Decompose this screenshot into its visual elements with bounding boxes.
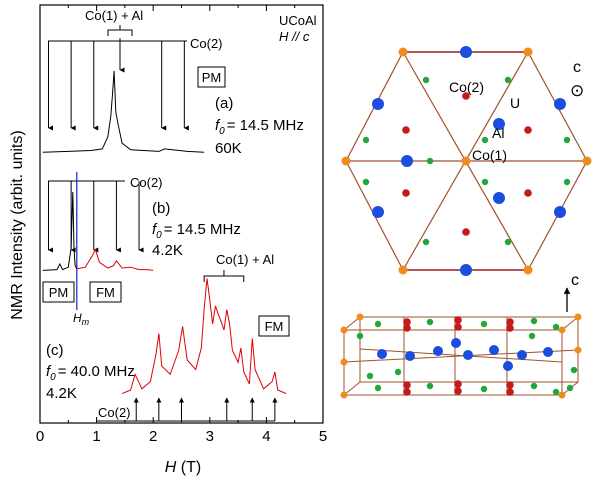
- c-axis-out-of-plane-icon: ⊙: [570, 81, 584, 100]
- panel-c-bracket: [203, 270, 245, 282]
- x-tick-label: 1: [92, 428, 100, 445]
- panel-c-phase-label: FM: [265, 319, 284, 334]
- x-tick-label: 4: [262, 428, 270, 445]
- hm-label: Hm: [73, 311, 90, 327]
- panel-a-phase-box: [197, 66, 226, 88]
- nmr-chart: 0 1 2 3 4 5 NMR Intensity (arbit. units) H (T…: [9, 4, 327, 476]
- sample-label: UCoAl: [279, 13, 317, 28]
- panel-b-trace-pm: [42, 191, 78, 271]
- side-u-atoms: [377, 338, 553, 371]
- x-tick-label: 2: [149, 428, 157, 445]
- panel-b-trace-fm: [76, 248, 154, 271]
- panel-a: Co(1) + Al Co(2) PM (a) f0 = 14.5 MHz 60K: [42, 8, 304, 157]
- panel-b-label: (b): [152, 200, 170, 217]
- panel-c-co2-arrows: [133, 397, 278, 421]
- panel-b-f0: f0 = 14.5 MHz: [152, 221, 241, 241]
- panel-a-temperature: 60K: [215, 140, 242, 157]
- panel-b: Co(2) (b) f0 = 14.5 MHz 4.2K PM FM Hm: [42, 172, 241, 327]
- crystal-side-view: c: [340, 272, 582, 399]
- panel-b-temperature: 4.2K: [152, 242, 183, 259]
- panel-a-bracket: [48, 25, 187, 73]
- co1-site-label: Co(1): [472, 147, 507, 163]
- u-atoms: [372, 46, 566, 276]
- panel-a-co2-label: Co(2): [190, 36, 223, 51]
- panel-a-f0: f0 = 14.5 MHz: [215, 117, 304, 137]
- panel-b-fm-label: FM: [96, 285, 115, 300]
- x-tick-label: 3: [206, 428, 214, 445]
- panel-a-label: (a): [215, 95, 233, 112]
- c-axis-label-side: c: [571, 272, 579, 289]
- al-site-label: Al: [492, 125, 504, 141]
- plot-frame: [39, 4, 324, 424]
- panel-c: Co(1) + Al FM (c) f0 = 40.0 MHz 4.2K Co(2…: [46, 252, 290, 422]
- panel-a-co2-arrows: [47, 41, 189, 131]
- panel-a-group-label: Co(1) + Al: [85, 8, 143, 23]
- c-axis-label-top: c: [573, 59, 581, 76]
- side-co2-atoms: [403, 316, 514, 396]
- panel-c-co2-label: Co(2): [98, 405, 131, 420]
- co2-site-label: Co(2): [449, 79, 484, 95]
- panel-c-label: (c): [46, 342, 64, 359]
- x-ticks: 0 1 2 3 4 5: [36, 5, 327, 445]
- field-orientation-label: H // c: [279, 29, 310, 44]
- panel-c-trace: [121, 278, 287, 395]
- al-atoms: [362, 76, 571, 246]
- panel-b-pm-box: [42, 281, 75, 303]
- co2-atoms: [402, 92, 532, 236]
- panel-c-f0: f0 = 40.0 MHz: [46, 363, 135, 383]
- x-axis-unit: (T): [176, 459, 201, 476]
- co1-atoms: [341, 47, 592, 275]
- panel-a-trace: [42, 70, 205, 153]
- u-site-label: U: [510, 95, 520, 111]
- panel-b-pm-label: PM: [49, 285, 69, 300]
- x-axis-label: H (T): [165, 459, 201, 476]
- crystal-top-view: Co(2) U Al Co(1) c ⊙: [341, 46, 592, 276]
- side-co1-atoms: [340, 313, 582, 399]
- side-al-atoms: [356, 317, 578, 396]
- panel-b-fm-box: [89, 281, 122, 303]
- panel-b-co2-label: Co(2): [130, 175, 163, 190]
- x-axis-var: H: [165, 459, 177, 476]
- panel-a-phase-label: PM: [202, 70, 222, 85]
- x-tick-label: 5: [319, 428, 327, 445]
- panel-c-temperature: 4.2K: [46, 385, 77, 402]
- panel-c-phase-box: [258, 315, 290, 337]
- panel-b-co2-arrows: [47, 181, 144, 253]
- panel-c-group-label: Co(1) + Al: [216, 252, 274, 267]
- x-tick-label: 0: [36, 428, 44, 445]
- y-axis-label: NMR Intensity (arbit. units): [9, 130, 26, 319]
